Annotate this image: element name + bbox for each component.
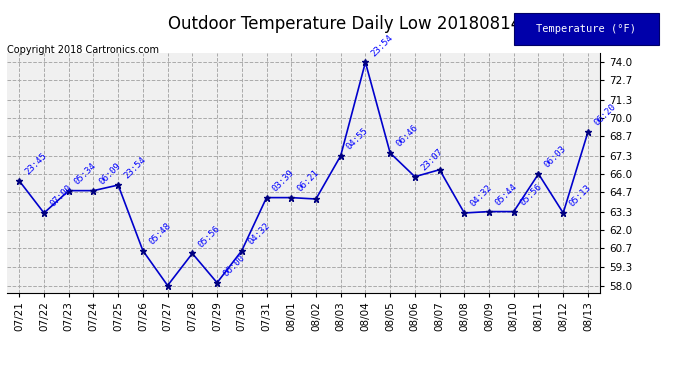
Text: Copyright 2018 Cartronics.com: Copyright 2018 Cartronics.com	[7, 45, 159, 55]
Text: 04:32: 04:32	[469, 183, 494, 209]
Text: Temperature (°F): Temperature (°F)	[537, 24, 636, 34]
Text: 06:00: 06:00	[221, 253, 246, 279]
Text: 06:20: 06:20	[592, 102, 618, 128]
Text: 05:56: 05:56	[518, 182, 543, 207]
Text: 06:21: 06:21	[295, 168, 321, 194]
Text: Outdoor Temperature Daily Low 20180814: Outdoor Temperature Daily Low 20180814	[168, 15, 522, 33]
Text: 23:45: 23:45	[23, 152, 49, 177]
Text: 05:44: 05:44	[493, 182, 519, 207]
Text: 23:07: 23:07	[419, 147, 444, 172]
Text: 23:54: 23:54	[122, 156, 148, 181]
Text: 05:13: 05:13	[567, 183, 593, 209]
Text: 06:09: 06:09	[97, 161, 123, 186]
Text: 06:03: 06:03	[542, 144, 568, 170]
Text: 04:32: 04:32	[246, 221, 271, 246]
Text: 05:34: 05:34	[73, 161, 98, 186]
Text: 23:54: 23:54	[370, 33, 395, 58]
Text: 04:55: 04:55	[345, 126, 371, 152]
Text: 05:48: 05:48	[147, 221, 172, 246]
Text: 03:39: 03:39	[270, 168, 296, 194]
Text: 05:56: 05:56	[197, 224, 222, 249]
Text: 06:46: 06:46	[394, 123, 420, 149]
Text: 07:00: 07:00	[48, 183, 74, 209]
